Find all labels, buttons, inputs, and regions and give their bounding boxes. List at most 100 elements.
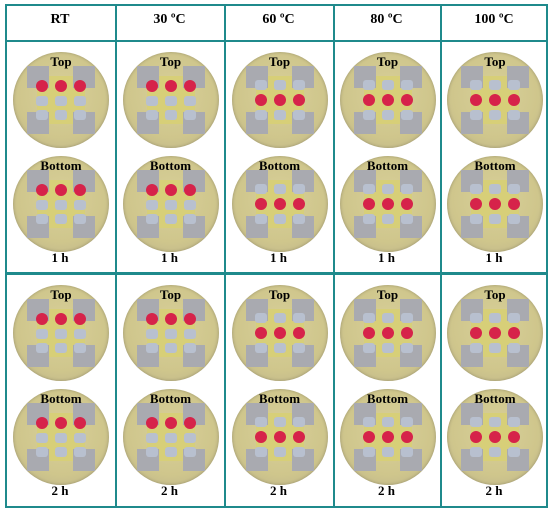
grey-spot xyxy=(55,433,67,443)
grey-spot xyxy=(254,184,267,194)
red-spot xyxy=(400,198,413,210)
red-spot xyxy=(508,94,520,106)
red-spot xyxy=(508,431,520,443)
grey-spot xyxy=(381,417,394,427)
grey-spot xyxy=(183,447,196,457)
grey-spot xyxy=(36,329,48,339)
red-spot xyxy=(36,417,48,429)
red-spot xyxy=(381,327,394,339)
red-spot xyxy=(508,327,520,339)
red-spot xyxy=(489,327,501,339)
grey-spot xyxy=(362,214,375,224)
grey-spot xyxy=(381,80,394,90)
grey-spot xyxy=(508,313,520,323)
red-spot xyxy=(145,313,158,325)
border-column-3 xyxy=(333,4,335,508)
grey-spot xyxy=(145,200,158,210)
border-column-2 xyxy=(224,4,226,508)
grey-spot xyxy=(164,433,177,443)
grey-spot xyxy=(164,447,177,457)
red-spot xyxy=(55,184,67,196)
border-column-4 xyxy=(440,4,442,508)
grey-spot xyxy=(36,214,48,224)
grey-spot xyxy=(273,110,286,120)
red-spot xyxy=(381,431,394,443)
grey-spot xyxy=(183,214,196,224)
grey-spot xyxy=(183,329,196,339)
disc-top-label: Top xyxy=(268,287,291,302)
disc-top-label: Top xyxy=(484,287,506,302)
grey-spot xyxy=(400,184,413,194)
grey-spot xyxy=(55,200,67,210)
red-spot xyxy=(470,94,482,106)
disc-top: Top xyxy=(13,52,109,148)
red-spot xyxy=(273,94,286,106)
red-spot xyxy=(145,184,158,196)
grey-spot xyxy=(74,214,86,224)
red-spot xyxy=(164,313,177,325)
grey-spot xyxy=(362,417,375,427)
grey-spot xyxy=(489,110,501,120)
spot-array xyxy=(470,417,520,457)
grey-spot xyxy=(254,80,267,90)
grey-spot xyxy=(381,343,394,353)
disc-bottom-label: Bottom xyxy=(258,391,301,406)
grey-spot xyxy=(254,343,267,353)
grey-spot xyxy=(508,80,520,90)
disc-top: Top xyxy=(447,52,543,148)
disc-top-label: Top xyxy=(376,54,399,69)
grey-spot xyxy=(470,184,482,194)
grey-spot xyxy=(508,214,520,224)
time-label: 2 h xyxy=(161,483,178,498)
red-spot xyxy=(36,80,48,92)
disc-bottom: Bottom xyxy=(339,389,436,485)
spot-array xyxy=(254,313,305,353)
grey-spot xyxy=(400,447,413,457)
border-header xyxy=(5,40,548,42)
grey-spot xyxy=(55,343,67,353)
red-spot xyxy=(508,198,520,210)
grey-spot xyxy=(470,214,482,224)
grey-spot xyxy=(145,447,158,457)
grey-spot xyxy=(74,447,86,457)
grey-spot xyxy=(164,214,177,224)
disc-bottom-label: Bottom xyxy=(474,158,516,173)
spot-array xyxy=(36,80,86,120)
grey-spot xyxy=(362,313,375,323)
red-spot xyxy=(362,431,375,443)
disc-top-label: Top xyxy=(376,287,399,302)
grey-spot xyxy=(74,110,86,120)
disc-top: Top xyxy=(13,285,109,381)
disc-bottom: Bottom xyxy=(447,156,543,252)
grey-spot xyxy=(183,200,196,210)
grey-spot xyxy=(362,80,375,90)
disc-top: Top xyxy=(122,52,219,148)
grey-spot xyxy=(164,200,177,210)
grey-spot xyxy=(292,417,305,427)
red-spot xyxy=(164,417,177,429)
grey-spot xyxy=(183,433,196,443)
time-label: 1 h xyxy=(51,250,69,265)
grey-spot xyxy=(470,80,482,90)
disc-top: Top xyxy=(339,52,436,148)
spot-array xyxy=(362,184,413,224)
grey-spot xyxy=(381,110,394,120)
grey-spot xyxy=(508,417,520,427)
disc-bottom: Bottom xyxy=(447,389,543,485)
grey-spot xyxy=(362,184,375,194)
red-spot xyxy=(254,94,267,106)
time-label: 2 h xyxy=(270,483,287,498)
time-label: 2 h xyxy=(51,483,69,498)
disc-bottom: Bottom xyxy=(13,156,109,252)
column-header: 60 ºC xyxy=(262,12,295,27)
spot-array xyxy=(36,184,86,224)
grey-spot xyxy=(164,96,177,106)
grey-spot xyxy=(74,96,86,106)
red-spot xyxy=(55,80,67,92)
red-spot xyxy=(273,198,286,210)
grey-spot xyxy=(273,343,286,353)
grey-spot xyxy=(145,110,158,120)
red-spot xyxy=(145,80,158,92)
red-spot xyxy=(74,417,86,429)
disc-bottom-label: Bottom xyxy=(149,391,192,406)
